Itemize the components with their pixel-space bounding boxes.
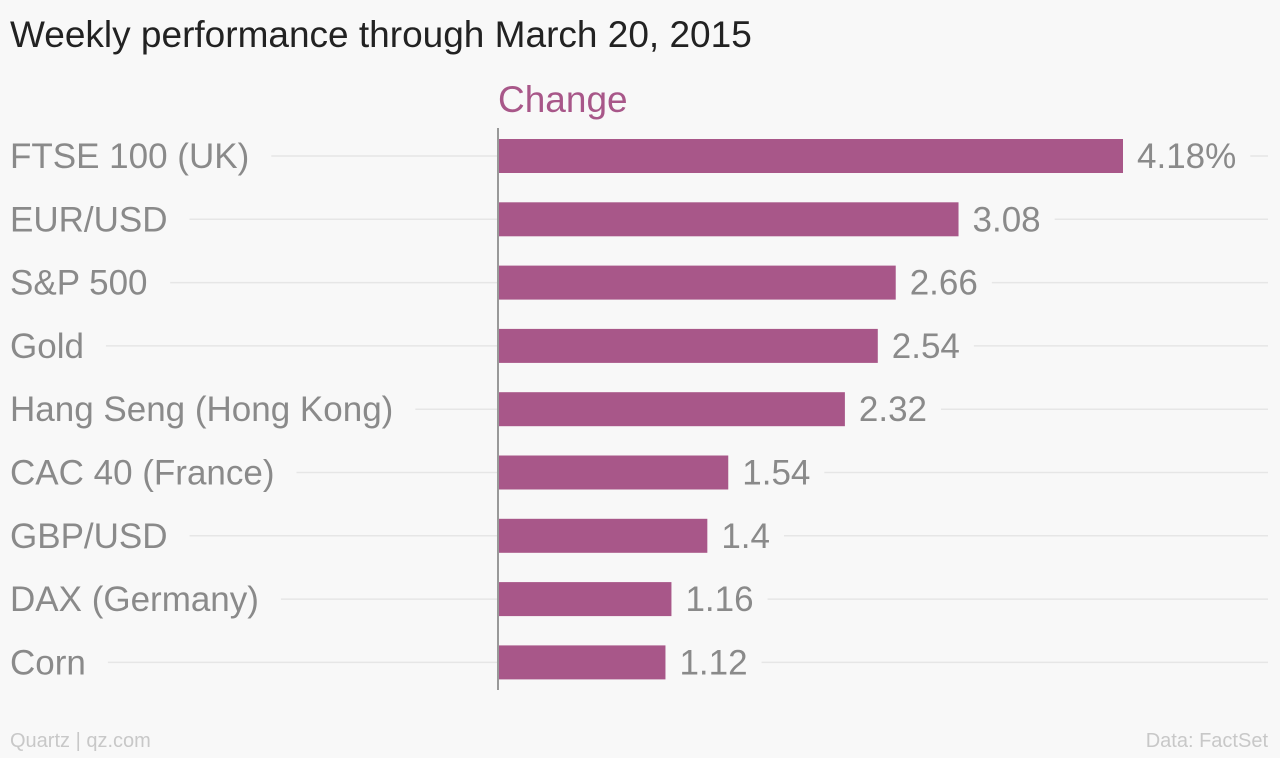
category-label: Corn: [10, 643, 86, 682]
category-label: GBP/USD: [10, 517, 168, 556]
bar: [498, 265, 896, 300]
category-label: CAC 40 (France): [10, 454, 275, 493]
value-label: 2.66: [910, 264, 978, 303]
category-label: FTSE 100 (UK): [10, 137, 249, 176]
labels: FTSE 100 (UK) 4.18% EUR/USD 3.08 S&P 500 2.66…: [10, 137, 1236, 682]
value-label: 1.54: [742, 454, 810, 493]
bar: [498, 392, 845, 427]
value-label: 4.18%: [1137, 137, 1236, 176]
bar: [498, 328, 878, 363]
category-label: S&P 500: [10, 264, 148, 303]
category-label: Hang Seng (Hong Kong): [10, 390, 393, 429]
category-label: Gold: [10, 327, 84, 366]
bar: [498, 518, 708, 553]
value-label: 1.12: [679, 643, 747, 682]
bars: [498, 139, 1123, 680]
credit-label: Data: FactSet: [1145, 730, 1268, 752]
chart-title: Weekly performance through March 20, 201…: [10, 14, 752, 55]
bar: [498, 455, 729, 490]
value-label: 2.54: [892, 327, 960, 366]
bar: [498, 645, 666, 680]
value-label: 2.32: [859, 390, 927, 429]
bar: [498, 582, 672, 617]
series-label: Change: [498, 79, 628, 120]
value-label: 1.4: [721, 517, 770, 556]
value-label: 3.08: [973, 200, 1041, 239]
category-label: EUR/USD: [10, 200, 168, 239]
source-label: Quartz | qz.com: [10, 730, 151, 752]
bar: [498, 202, 959, 237]
gridlines: [105, 155, 1268, 664]
bar: [498, 139, 1123, 173]
value-label: 1.16: [685, 580, 753, 619]
category-label: DAX (Germany): [10, 580, 259, 619]
